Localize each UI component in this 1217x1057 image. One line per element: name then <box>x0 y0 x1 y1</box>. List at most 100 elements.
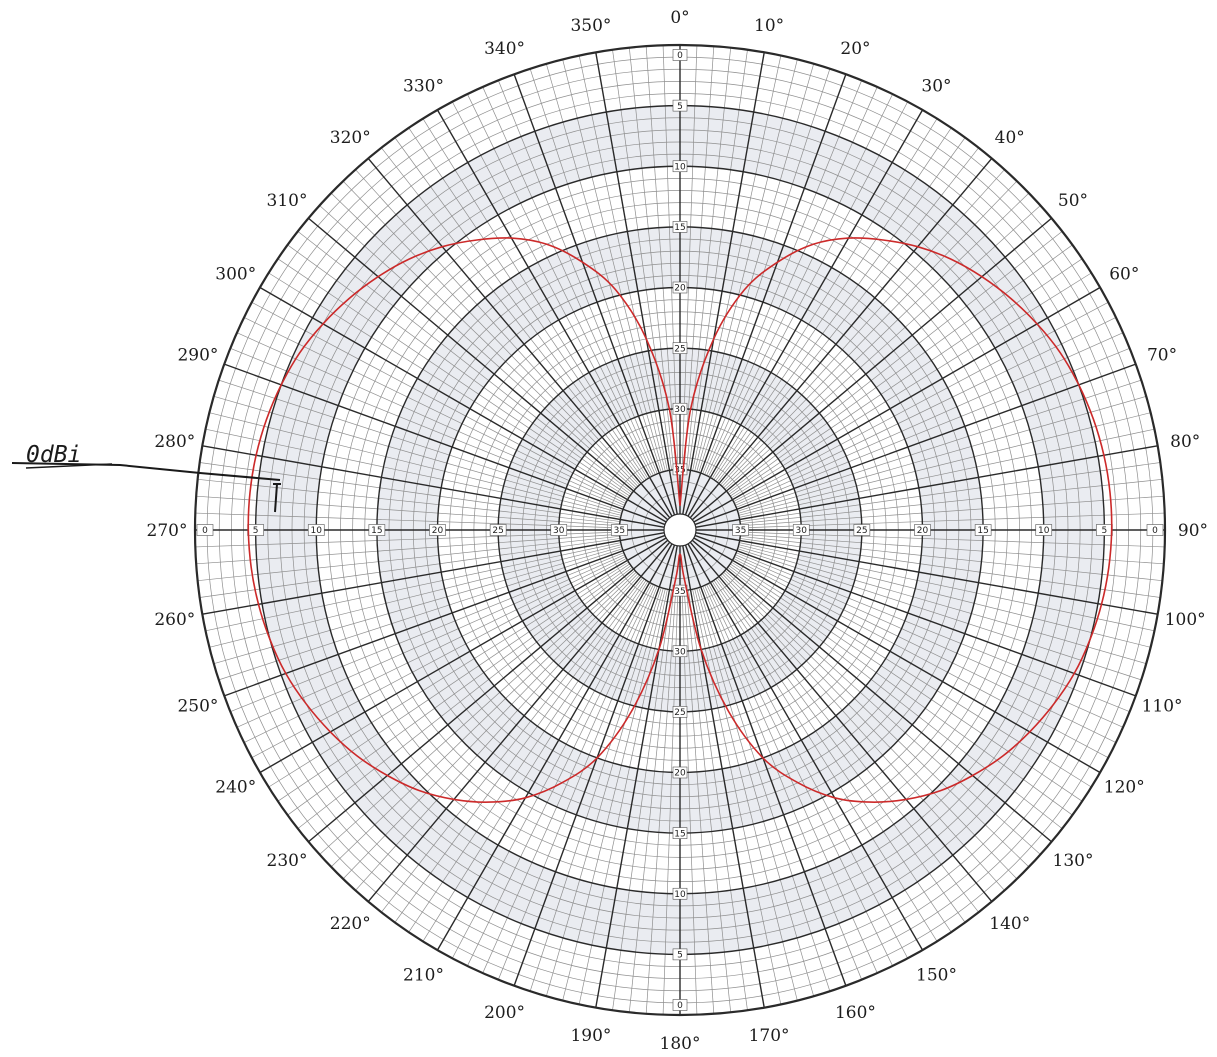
fine-spoke <box>735 332 1124 506</box>
scale-label: 25 <box>674 344 685 354</box>
fine-spoke <box>692 589 782 1005</box>
fine-spoke <box>739 542 1155 632</box>
scale-label-box <box>974 524 992 536</box>
angle-label: 310° <box>267 191 308 211</box>
fine-spoke <box>704 86 878 475</box>
fine-spoke <box>711 118 938 479</box>
fine-spoke <box>545 63 664 472</box>
fine-spoke <box>230 347 624 508</box>
angle-label: 20° <box>840 39 870 59</box>
scale-label-box <box>550 524 568 536</box>
fine-spoke <box>381 147 643 483</box>
scale-label: 5 <box>677 951 683 961</box>
fine-spoke <box>251 558 627 759</box>
major-spoke <box>681 52 765 521</box>
scale-label-box <box>611 524 628 536</box>
fine-spoke <box>681 45 698 470</box>
angle-label: 60° <box>1109 265 1139 285</box>
scale-label-box <box>672 645 688 658</box>
fine-spoke <box>737 379 1142 512</box>
fine-spoke <box>230 552 624 713</box>
scale-label: 15 <box>674 829 685 839</box>
fine-spoke <box>715 137 966 482</box>
fine-spoke <box>685 47 732 470</box>
fine-spoke <box>706 93 893 476</box>
scale-label: 30 <box>796 526 808 536</box>
major-spoke <box>689 445 1158 529</box>
fine-spoke <box>236 332 625 506</box>
major-spoke <box>687 217 1052 525</box>
fine-spoke <box>209 412 622 516</box>
fine-spoke <box>721 573 1018 880</box>
scale-label-box <box>672 706 688 718</box>
fine-spoke <box>422 581 649 942</box>
fine-spoke <box>721 180 1018 487</box>
scale-label-box <box>672 160 688 173</box>
fine-spoke <box>696 63 815 472</box>
angle-label: 150° <box>916 965 957 985</box>
fine-spoke <box>713 580 952 933</box>
angle-label: 210° <box>403 965 444 985</box>
scale-label-box <box>672 999 688 1011</box>
fine-spoke <box>213 546 622 665</box>
scale-label: 15 <box>371 526 382 536</box>
scale-label-box <box>196 524 214 536</box>
fine-spoke <box>740 533 1164 565</box>
scale-label: 0 <box>1152 526 1158 536</box>
major-spoke <box>436 538 676 951</box>
fine-spoke <box>545 588 664 997</box>
fine-spoke <box>199 538 621 598</box>
fine-spoke <box>728 565 1073 816</box>
scale-label-box <box>672 49 688 61</box>
scale-label: 5 <box>1102 526 1108 536</box>
fine-spoke <box>730 258 1083 497</box>
fine-spoke <box>197 478 620 525</box>
major-spoke <box>684 538 924 951</box>
fine-spoke <box>724 205 1041 490</box>
scale-label: 30 <box>553 526 565 536</box>
fine-spoke <box>199 462 621 522</box>
angle-label: 50° <box>1058 191 1088 211</box>
fine-spoke <box>706 584 893 967</box>
scale-label-box <box>307 524 325 536</box>
major-spoke <box>689 363 1136 528</box>
major-spoke <box>202 445 671 529</box>
fine-spoke <box>408 580 647 933</box>
scale-label: 25 <box>492 526 503 536</box>
scale-label: 15 <box>977 526 988 536</box>
major-spoke <box>685 158 993 523</box>
fine-spoke <box>711 581 938 942</box>
fine-spoke <box>196 495 620 527</box>
fine-spoke <box>408 127 647 480</box>
scale-label: 10 <box>674 890 686 900</box>
fine-spoke <box>529 587 662 992</box>
fine-spoke <box>243 317 626 504</box>
angle-label: 90° <box>1178 521 1208 541</box>
fine-spoke <box>720 574 1005 891</box>
fine-spoke <box>731 272 1092 499</box>
angle-label: 270° <box>147 521 188 541</box>
angle-label: 10° <box>754 16 784 36</box>
fine-spoke <box>205 542 621 632</box>
fine-spoke <box>694 59 798 472</box>
fine-spoke <box>681 590 698 1015</box>
fine-spoke <box>739 428 1155 518</box>
fine-spoke <box>319 205 636 490</box>
angle-label: 300° <box>215 265 256 285</box>
fine-spoke <box>727 567 1063 829</box>
fine-spoke <box>698 587 831 992</box>
scale-label-box <box>672 766 688 779</box>
fine-spoke <box>696 588 815 997</box>
fine-spoke <box>736 552 1130 713</box>
angle-label: 290° <box>177 346 218 366</box>
fine-spoke <box>197 535 620 582</box>
fine-spoke <box>645 590 677 1014</box>
fine-spoke <box>394 578 645 923</box>
fine-spoke <box>740 531 1165 548</box>
scale-label: 20 <box>674 284 686 294</box>
angle-label: 70° <box>1147 346 1177 366</box>
major-spoke <box>595 539 679 1008</box>
scale-label-box <box>672 948 688 961</box>
fine-spoke <box>717 577 979 913</box>
scale-label-box <box>672 99 688 112</box>
